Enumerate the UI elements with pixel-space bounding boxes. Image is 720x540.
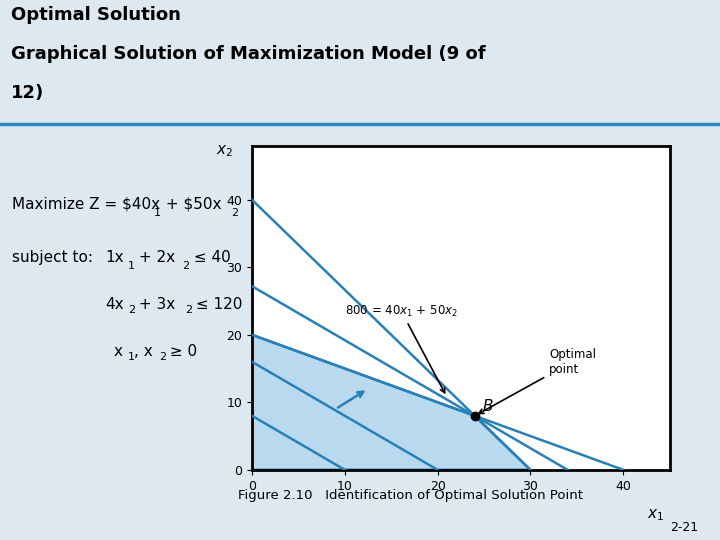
Text: x: x bbox=[114, 344, 122, 359]
Text: Optimal
point: Optimal point bbox=[479, 348, 596, 414]
Text: ≤ 120: ≤ 120 bbox=[192, 297, 243, 312]
Text: B: B bbox=[482, 399, 492, 414]
Text: 2: 2 bbox=[185, 305, 192, 315]
Text: 1: 1 bbox=[127, 261, 135, 271]
Text: subject to:: subject to: bbox=[12, 250, 94, 265]
Text: Maximize Z = $40x: Maximize Z = $40x bbox=[12, 197, 161, 212]
Text: Figure 2.10   Identification of Optimal Solution Point: Figure 2.10 Identification of Optimal So… bbox=[238, 489, 582, 502]
Text: Graphical Solution of Maximization Model (9 of: Graphical Solution of Maximization Model… bbox=[11, 45, 485, 63]
Text: 1: 1 bbox=[153, 208, 161, 218]
Text: 2: 2 bbox=[231, 208, 238, 218]
Polygon shape bbox=[252, 335, 531, 470]
Text: , x: , x bbox=[134, 344, 153, 359]
Text: 12): 12) bbox=[11, 84, 44, 102]
Text: 2: 2 bbox=[182, 261, 189, 271]
Text: ≤ 40: ≤ 40 bbox=[189, 250, 230, 265]
Text: + $50x: + $50x bbox=[161, 197, 222, 212]
Text: + 2x: + 2x bbox=[134, 250, 176, 265]
Text: $x_2$: $x_2$ bbox=[215, 144, 233, 159]
Text: ≥ 0: ≥ 0 bbox=[166, 344, 197, 359]
Text: 1x: 1x bbox=[106, 250, 125, 265]
Text: 2: 2 bbox=[127, 305, 135, 315]
Text: Optimal Solution: Optimal Solution bbox=[11, 6, 181, 24]
Text: 2-21: 2-21 bbox=[670, 522, 698, 535]
Text: 800 = 40$x_1$ + 50$x_2$: 800 = 40$x_1$ + 50$x_2$ bbox=[345, 303, 458, 393]
Text: 1: 1 bbox=[127, 352, 135, 362]
Text: + 3x: + 3x bbox=[134, 297, 176, 312]
Text: $x_1$: $x_1$ bbox=[647, 507, 665, 523]
Text: 2: 2 bbox=[159, 352, 166, 362]
Text: 4x: 4x bbox=[106, 297, 125, 312]
